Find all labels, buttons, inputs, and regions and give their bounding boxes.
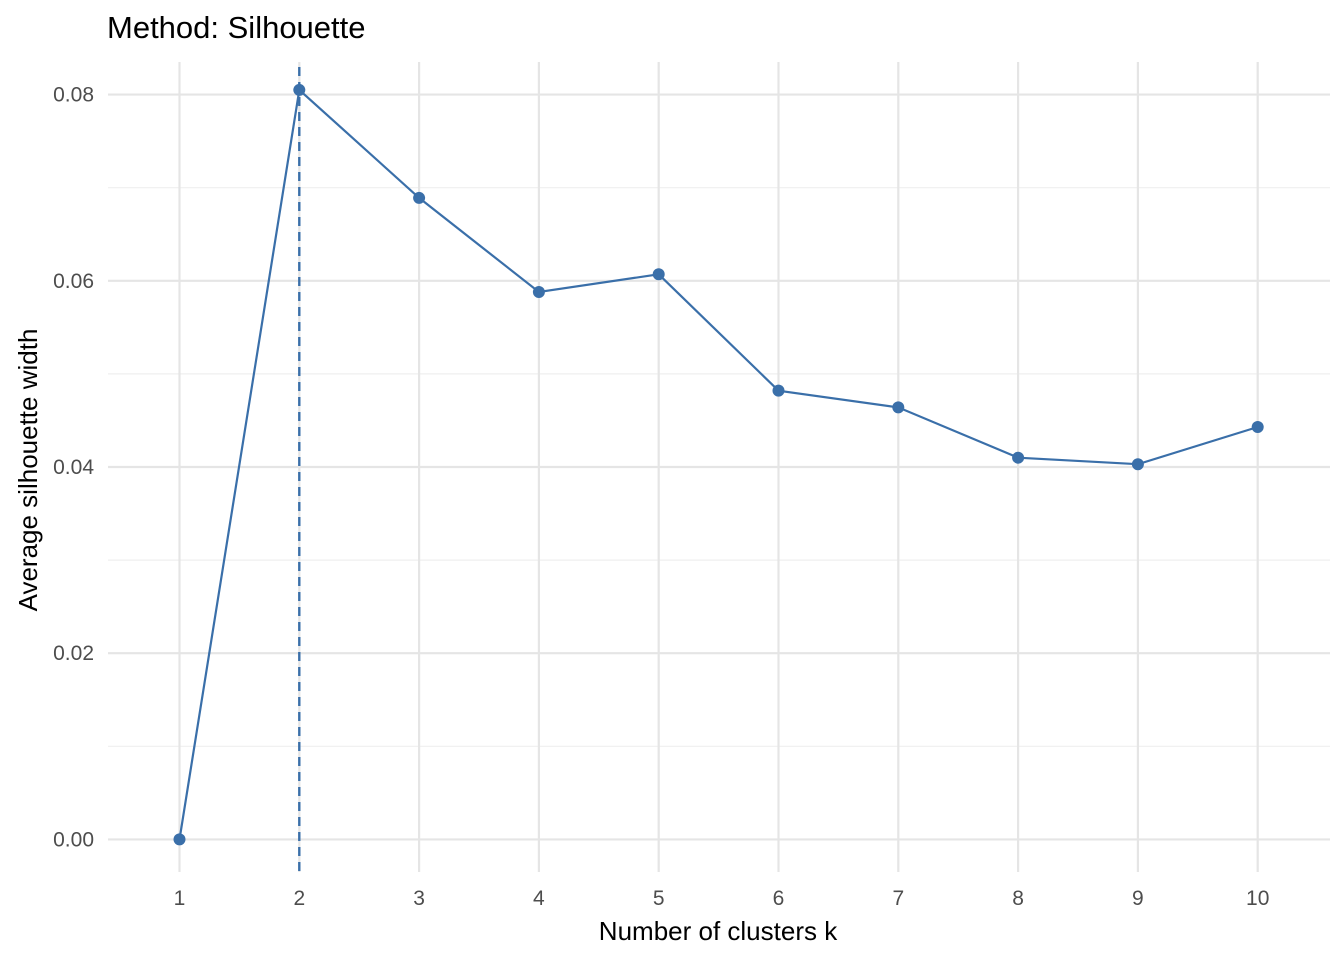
data-point [892, 401, 905, 414]
y-tick-label: 0.08 [53, 84, 94, 107]
data-point [293, 83, 306, 96]
data-point [652, 268, 665, 281]
y-tick-label: 0.04 [53, 456, 94, 479]
x-tick-label: 4 [533, 887, 545, 910]
y-tick-labels: 0.00 0.02 0.04 0.06 0.08 [53, 84, 94, 852]
x-axis-title: Number of clusters k [599, 916, 838, 946]
data-point [1251, 420, 1264, 433]
x-tick-label: 1 [174, 887, 186, 910]
chart-title: Method: Silhouette [107, 10, 366, 45]
data-point [532, 285, 545, 298]
x-tick-label: 10 [1246, 887, 1269, 910]
x-tick-label: 2 [293, 887, 305, 910]
data-points [173, 83, 1264, 846]
series-line [178, 87, 1259, 840]
y-tick-label: 0.02 [53, 642, 94, 665]
x-tick-labels: 1 2 3 4 5 6 7 8 9 10 [174, 887, 1270, 910]
x-tick-label: 5 [653, 887, 665, 910]
data-point [413, 191, 426, 204]
data-point [173, 833, 186, 846]
x-tick-label: 6 [773, 887, 785, 910]
data-point [1131, 458, 1144, 471]
x-tick-label: 3 [413, 887, 425, 910]
x-tick-label: 9 [1132, 887, 1144, 910]
y-tick-label: 0.00 [53, 828, 94, 851]
grid [108, 62, 1330, 872]
data-point [772, 384, 785, 397]
x-tick-label: 7 [892, 887, 904, 910]
y-axis-title: Average silhouette width [13, 329, 43, 612]
y-tick-label: 0.06 [53, 270, 94, 293]
data-point [1012, 451, 1025, 464]
x-tick-label: 8 [1012, 887, 1024, 910]
